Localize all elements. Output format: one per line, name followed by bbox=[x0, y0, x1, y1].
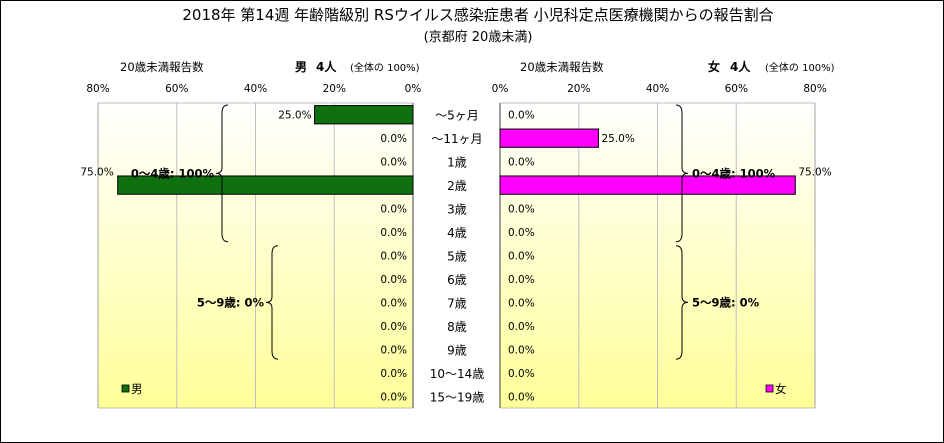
category-label: 3歳 bbox=[447, 203, 467, 217]
data-label: 0.0% bbox=[380, 157, 407, 169]
data-label: 25.0% bbox=[601, 133, 634, 145]
group-label: 5～9歳: 0% bbox=[197, 295, 265, 309]
bar bbox=[499, 128, 599, 148]
legend-label: 男 bbox=[131, 382, 143, 396]
bar bbox=[499, 175, 796, 195]
category-label: 5歳 bbox=[447, 250, 467, 264]
data-label: 0.0% bbox=[380, 391, 407, 403]
data-label: 25.0% bbox=[278, 110, 311, 122]
data-label: 0.0% bbox=[380, 274, 407, 286]
group-brace bbox=[675, 104, 689, 243]
left-report-label: 20歳未満報告数 bbox=[120, 60, 204, 74]
right-count-label: 4人 bbox=[730, 59, 751, 74]
tick-label: 20% bbox=[567, 83, 590, 95]
category-label: 2歳 bbox=[447, 179, 467, 193]
group-label: 0～4歳: 100% bbox=[692, 166, 776, 180]
data-label: 0.0% bbox=[508, 110, 535, 122]
category-label: 15～19歳 bbox=[430, 390, 485, 404]
right-total-label: (全体の 100%) bbox=[765, 61, 835, 74]
tick-label: 80% bbox=[803, 83, 826, 95]
group-label: 0～4歳: 100% bbox=[131, 166, 215, 180]
right-panel-female: 0% 20% 40% 60% 80% 0.0% 25.0% 0.0% 75.0% 0.0% 0.0%… bbox=[492, 83, 832, 409]
right-report-label: 20歳未満報告数 bbox=[520, 60, 604, 74]
legend-label: 女 bbox=[775, 382, 787, 396]
group-brace bbox=[265, 245, 279, 360]
right-sex-label: 女 bbox=[708, 59, 720, 74]
plot-border bbox=[97, 102, 414, 409]
data-label: 0.0% bbox=[380, 251, 407, 263]
chart-subtitle: (京都府 20歳未満) bbox=[424, 30, 533, 45]
group-label: 5～9歳: 0% bbox=[692, 295, 760, 309]
data-label: 0.0% bbox=[508, 157, 535, 169]
data-label: 0.0% bbox=[380, 133, 407, 145]
bar bbox=[117, 175, 414, 195]
left-panel-male: 0% 20% 40% 60% 80% 25.0% 0.0% 0.0% 75.0% 0.0% 0.0%… bbox=[80, 83, 422, 409]
data-label: 0.0% bbox=[508, 391, 535, 403]
data-label: 0.0% bbox=[508, 251, 535, 263]
data-label: 0.0% bbox=[380, 227, 407, 239]
data-label: 0.0% bbox=[380, 321, 407, 333]
data-label: 0.0% bbox=[508, 368, 535, 380]
tick-label: 20% bbox=[323, 83, 346, 95]
group-brace bbox=[215, 104, 229, 243]
tick-label: 40% bbox=[646, 83, 669, 95]
tick-label: 0% bbox=[405, 83, 422, 95]
category-labels: ～5ヶ月 ～11ヶ月 1歳 2歳 3歳 4歳 5歳 6歳 7歳 8歳 9歳 10～14歳 15～19歳 bbox=[430, 109, 485, 405]
data-label: 0.0% bbox=[508, 344, 535, 356]
category-label: 10～14歳 bbox=[430, 367, 485, 381]
data-label: 0.0% bbox=[380, 344, 407, 356]
data-label: 75.0% bbox=[798, 166, 831, 178]
category-label: 1歳 bbox=[447, 156, 467, 170]
data-label: 75.0% bbox=[80, 166, 113, 178]
data-label: 0.0% bbox=[508, 274, 535, 286]
legend-swatch bbox=[765, 384, 774, 393]
data-label: 0.0% bbox=[508, 204, 535, 216]
data-label: 0.0% bbox=[380, 297, 407, 309]
group-brace bbox=[675, 245, 689, 360]
data-label: 0.0% bbox=[508, 297, 535, 309]
plot-border bbox=[499, 102, 816, 409]
category-label: 9歳 bbox=[447, 343, 467, 357]
category-label: 6歳 bbox=[447, 273, 467, 287]
data-label: 0.0% bbox=[508, 321, 535, 333]
chart-title: 2018年 第14週 年齢階級別 RSウイルス感染症患者 小児科定点医療機関から… bbox=[182, 6, 773, 24]
category-label: 8歳 bbox=[447, 320, 467, 334]
category-label: 7歳 bbox=[447, 296, 467, 310]
data-label: 0.0% bbox=[380, 204, 407, 216]
legend-swatch bbox=[121, 384, 130, 393]
tick-label: 0% bbox=[492, 83, 509, 95]
category-label: ～11ヶ月 bbox=[431, 132, 482, 146]
bar bbox=[314, 105, 414, 125]
left-total-label: (全体の 100%) bbox=[350, 61, 420, 74]
category-label: 4歳 bbox=[447, 226, 467, 240]
left-count-label: 4人 bbox=[316, 59, 337, 74]
tick-label: 60% bbox=[725, 83, 748, 95]
category-label: ～5ヶ月 bbox=[435, 109, 479, 123]
data-label: 0.0% bbox=[508, 227, 535, 239]
tick-label: 40% bbox=[244, 83, 267, 95]
tick-label: 60% bbox=[165, 83, 188, 95]
tick-label: 80% bbox=[86, 83, 109, 95]
left-sex-label: 男 bbox=[295, 60, 307, 74]
data-label: 0.0% bbox=[380, 368, 407, 380]
